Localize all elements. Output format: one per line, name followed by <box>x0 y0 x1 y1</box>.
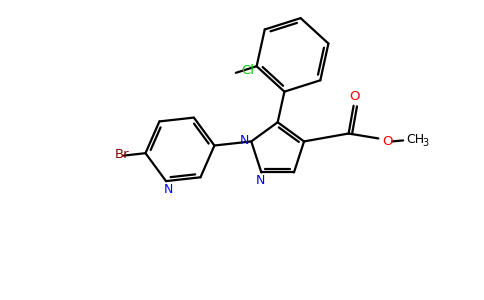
Text: N: N <box>240 134 249 147</box>
Text: CH: CH <box>406 133 424 146</box>
Text: Cl: Cl <box>241 64 254 77</box>
Text: 3: 3 <box>422 138 428 148</box>
Text: N: N <box>256 174 265 187</box>
Text: Br: Br <box>115 148 129 161</box>
Text: O: O <box>382 135 393 148</box>
Text: O: O <box>349 90 360 103</box>
Text: N: N <box>163 182 173 196</box>
